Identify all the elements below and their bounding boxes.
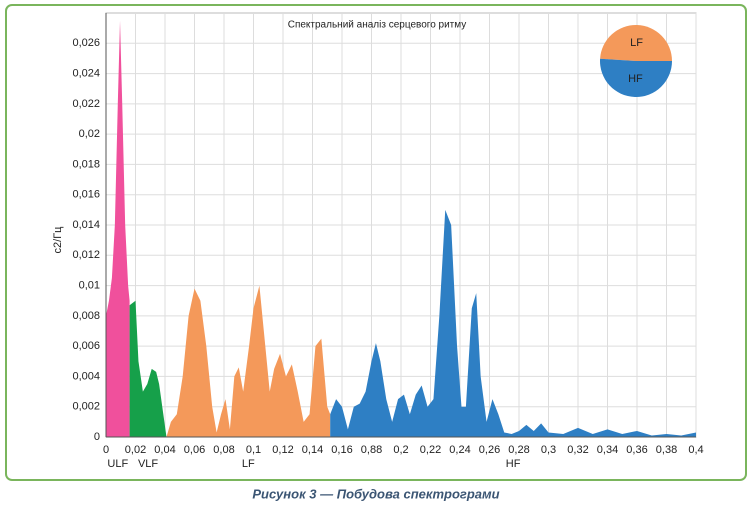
y-tick-label: 0,016 bbox=[72, 189, 100, 201]
pie-slice bbox=[600, 58, 672, 98]
x-tick-label: 0,32 bbox=[567, 444, 588, 456]
x-tick-label: 0,4 bbox=[688, 444, 703, 456]
band-label: ULF bbox=[107, 458, 128, 470]
y-tick-label: 0,008 bbox=[72, 310, 100, 322]
x-tick-label: 0,12 bbox=[272, 444, 293, 456]
y-axis-label: с2/Гц bbox=[52, 226, 64, 254]
y-tick-label: 0,004 bbox=[72, 370, 100, 382]
y-tick-label: 0,018 bbox=[72, 158, 100, 170]
y-tick-label: 0,012 bbox=[72, 249, 100, 261]
caption: Рисунок 3 — Побудова спектрограми bbox=[252, 486, 499, 501]
x-tick-label: 0,2 bbox=[393, 444, 408, 456]
y-tick-label: 0,01 bbox=[79, 279, 100, 291]
y-tick-label: 0,006 bbox=[72, 340, 100, 352]
y-tick-label: 0,002 bbox=[72, 401, 100, 413]
y-tick-label: 0,026 bbox=[72, 37, 100, 49]
x-tick-label: 0,3 bbox=[541, 444, 556, 456]
area bbox=[129, 300, 167, 437]
x-tick-label: 0 bbox=[103, 444, 109, 456]
y-tick-label: 0,024 bbox=[72, 67, 100, 79]
area bbox=[166, 285, 331, 437]
x-tick-label: 0,28 bbox=[508, 444, 529, 456]
x-tick-label: 0,88 bbox=[361, 444, 382, 456]
x-tick-label: 0,24 bbox=[449, 444, 470, 456]
y-tick-label: 0,014 bbox=[72, 219, 100, 231]
y-tick-label: 0,022 bbox=[72, 98, 100, 110]
area bbox=[330, 209, 696, 437]
y-tick-label: 0 bbox=[94, 431, 100, 443]
x-tick-label: 0,38 bbox=[656, 444, 677, 456]
pie-slice bbox=[600, 25, 672, 61]
x-tick-label: 0,06 bbox=[184, 444, 205, 456]
y-tick-label: 0,02 bbox=[79, 128, 100, 140]
x-tick-label: 0,36 bbox=[626, 444, 647, 456]
frame bbox=[5, 4, 747, 481]
x-tick-label: 0,02 bbox=[125, 444, 146, 456]
x-tick-label: 0,1 bbox=[246, 444, 261, 456]
x-tick-label: 0,14 bbox=[302, 444, 323, 456]
x-tick-label: 0,22 bbox=[420, 444, 441, 456]
chart-title: Спектральний аналіз серцевого ритму bbox=[288, 20, 467, 31]
x-tick-label: 0,08 bbox=[213, 444, 234, 456]
pie-label: LF bbox=[630, 37, 643, 49]
band-label: LF bbox=[242, 458, 255, 470]
x-tick-label: 0,26 bbox=[479, 444, 500, 456]
x-tick-label: 0,04 bbox=[154, 444, 175, 456]
band-label: VLF bbox=[138, 458, 158, 470]
x-tick-label: 0,34 bbox=[597, 444, 618, 456]
x-tick-label: 0,16 bbox=[331, 444, 352, 456]
area bbox=[106, 20, 130, 437]
pie-label: HF bbox=[628, 73, 643, 85]
band-label: HF bbox=[506, 458, 521, 470]
